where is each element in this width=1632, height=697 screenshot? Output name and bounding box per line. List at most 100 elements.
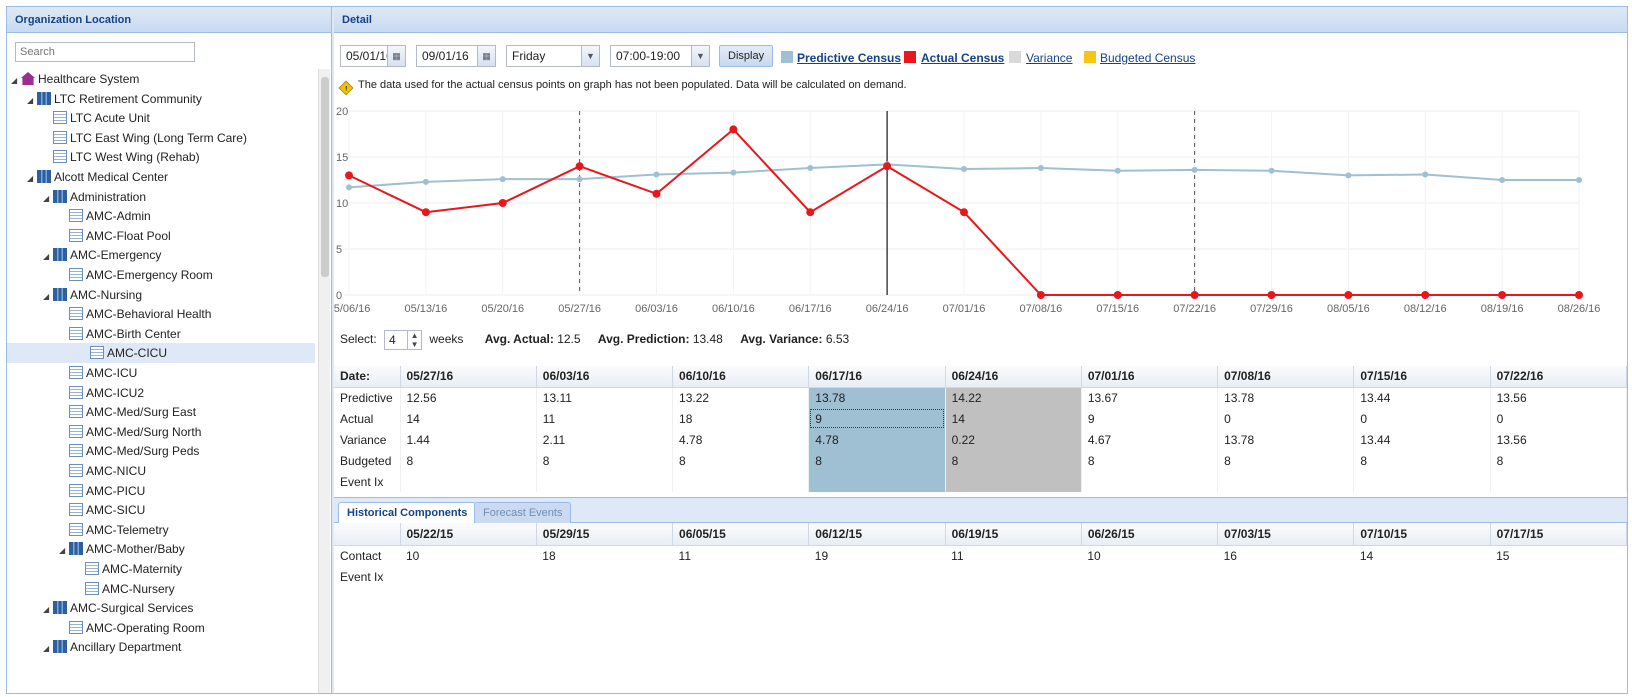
table-cell[interactable]: 10 [406,548,420,563]
shift-select[interactable]: 07:00-19:00 ▼ [610,45,710,67]
table-cell[interactable]: 8 [400,450,537,471]
table-cell[interactable] [400,566,536,587]
table-cell[interactable] [1081,471,1219,492]
table-cell[interactable]: 14 [1359,548,1374,563]
tree-node[interactable]: AMC-Operating Room [59,618,205,638]
tree-node[interactable]: ◢ AMC-Nursing [43,285,142,305]
expand-toggle-icon[interactable]: ◢ [43,252,50,262]
legend-predictive[interactable]: Predictive Census [797,51,902,65]
table-cell[interactable]: 8 [1490,450,1628,471]
table-cell[interactable]: 8 [536,450,674,471]
table-cell[interactable]: 8 [1217,450,1355,471]
table-header[interactable]: 06/10/16 [672,366,810,388]
tree-node[interactable]: AMC-Nursery [75,579,175,599]
stepper-arrows-icon[interactable]: ▲ ▼ [407,331,421,349]
table-cell[interactable]: 11 [951,548,964,563]
table-header[interactable]: 07/08/16 [1217,366,1355,388]
table-cell[interactable]: 13.44 [1353,387,1491,408]
end-date-field[interactable]: 09/01/16 ▦ [416,45,496,67]
calendar-icon[interactable]: ▦ [387,46,405,66]
tree-node[interactable]: AMC-SICU [59,500,145,520]
tree-node[interactable]: ◢ AMC-Emergency [43,245,161,265]
chevron-down-icon[interactable]: ▼ [581,46,599,66]
table-cell[interactable] [945,471,1082,492]
table-cell[interactable] [1353,471,1491,492]
table-cell[interactable]: 8 [672,450,810,471]
expand-toggle-icon[interactable]: ◢ [43,605,50,615]
tree-node[interactable]: AMC-Med/Surg East [59,402,196,422]
tree-node[interactable]: ◢ Healthcare System [11,69,139,89]
table-cell[interactable]: 4.67 [1081,429,1219,450]
table-header[interactable]: 06/05/15 [672,523,810,546]
table-header[interactable]: 07/15/16 [1353,366,1491,388]
table-cell[interactable] [809,566,945,587]
table-cell[interactable] [536,471,674,492]
table-cell[interactable]: 10 [1087,548,1101,563]
table-cell[interactable]: Event Ix [340,569,384,584]
table-cell[interactable] [672,471,810,492]
table-cell[interactable] [1081,566,1217,587]
tree-scrollbar[interactable] [318,69,330,693]
table-cell[interactable]: 0.22 [945,429,1082,450]
table-cell[interactable]: 14.22 [945,387,1082,408]
table-cell[interactable]: 13.78 [1217,387,1355,408]
table-cell[interactable]: 8 [945,450,1082,471]
expand-toggle-icon[interactable]: ◢ [43,193,50,203]
table-cell[interactable] [808,471,946,492]
table-cell[interactable]: 16 [1223,548,1237,563]
table-header[interactable]: Date: [334,366,401,388]
tree-node[interactable]: AMC-ICU2 [59,383,144,403]
tree-node[interactable]: AMC-Behavioral Health [59,304,211,324]
table-cell[interactable]: 13.67 [1081,387,1219,408]
table-cell[interactable]: 2.11 [536,429,674,450]
table-cell[interactable] [1354,566,1490,587]
table-header[interactable]: 06/17/16 [808,366,946,388]
table-cell[interactable]: 13.56 [1490,429,1628,450]
table-cell[interactable]: 4.78 [808,429,946,450]
table-header[interactable]: 06/12/15 [808,523,946,546]
expand-toggle-icon[interactable]: ◢ [43,644,50,654]
table-header[interactable]: 06/24/16 [945,366,1082,388]
calendar-icon[interactable]: ▦ [477,46,495,66]
table-cell[interactable]: 13.78 [808,387,946,408]
table-cell[interactable]: 9 [1081,408,1219,429]
table-cell[interactable]: 13.22 [672,387,810,408]
table-header[interactable]: 07/01/16 [1081,366,1219,388]
table-cell[interactable]: Variance [334,429,401,450]
table-header[interactable]: 06/03/16 [536,366,674,388]
table-cell[interactable]: 13.11 [536,387,674,408]
table-cell[interactable]: 13.78 [1217,429,1355,450]
table-cell[interactable] [1490,471,1628,492]
table-cell[interactable] [1490,566,1626,587]
table-cell[interactable] [673,566,809,587]
search-input[interactable] [15,42,195,62]
table-header[interactable]: 07/10/15 [1353,523,1491,546]
tree-node[interactable]: ◢ Alcott Medical Center [27,167,168,187]
table-cell[interactable]: 12.56 [400,387,537,408]
tree-node[interactable]: AMC-Med/Surg Peds [59,441,199,461]
table-cell[interactable]: Event Ix [334,471,401,492]
tree-node[interactable]: AMC-ICU [59,363,137,383]
scroll-thumb[interactable] [321,77,329,277]
table-header[interactable]: 07/03/15 [1217,523,1355,546]
tree-node[interactable]: AMC-Maternity [75,559,182,579]
table-cell[interactable]: 18 [542,548,556,563]
tree-node[interactable]: AMC-Med/Surg North [59,422,201,442]
tree-node[interactable]: LTC West Wing (Rehab) [43,147,200,167]
table-cell[interactable]: 9 [808,408,946,429]
legend-actual[interactable]: Actual Census [921,51,1005,65]
table-cell[interactable]: 11 [536,408,674,429]
table-header[interactable]: 05/29/15 [536,523,674,546]
tree-node[interactable]: AMC-NICU [59,461,146,481]
table-header[interactable]: 07/22/16 [1490,366,1628,388]
display-button[interactable]: Display [719,45,774,67]
table-cell[interactable] [945,566,1081,587]
weeks-stepper[interactable]: 4 ▲ ▼ [384,330,423,350]
expand-toggle-icon[interactable]: ◢ [59,546,66,556]
table-cell[interactable]: Actual [334,408,401,429]
table-cell[interactable]: 1.44 [400,429,537,450]
table-cell[interactable]: 19 [814,548,829,563]
table-cell[interactable]: 14 [400,408,537,429]
table-cell[interactable]: 8 [1081,450,1219,471]
table-header[interactable]: 06/19/15 [945,523,1082,546]
